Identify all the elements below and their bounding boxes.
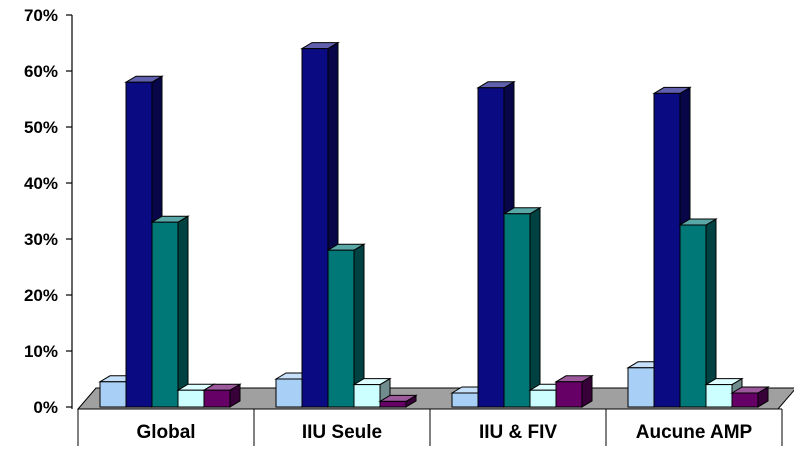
bar	[554, 374, 594, 408]
x-category-label: Global	[136, 422, 195, 443]
bar	[678, 218, 718, 408]
y-tick-label: 70%	[24, 6, 58, 25]
bar	[378, 394, 418, 408]
y-tick-label: 60%	[24, 62, 58, 81]
bar	[502, 206, 542, 408]
bar	[730, 386, 770, 408]
y-tick-label: 40%	[24, 174, 58, 193]
x-category-label: IIU & FIV	[479, 422, 557, 443]
y-tick-label: 30%	[24, 230, 58, 249]
bar	[150, 215, 190, 408]
y-tick-label: 0%	[33, 398, 58, 417]
y-tick-label: 20%	[24, 286, 58, 305]
x-category-label: IIU Seule	[302, 422, 382, 443]
y-tick-label: 10%	[24, 342, 58, 361]
x-axis: Global IIU Seule IIU & FIV Aucune AMP	[77, 408, 783, 446]
x-category-label: Aucune AMP	[636, 422, 753, 443]
bar	[202, 383, 242, 408]
y-tick-label: 50%	[24, 118, 58, 137]
bars	[98, 41, 770, 408]
y-axis: 0% 10% 20% 30% 40% 50% 60% 70%	[24, 6, 73, 417]
